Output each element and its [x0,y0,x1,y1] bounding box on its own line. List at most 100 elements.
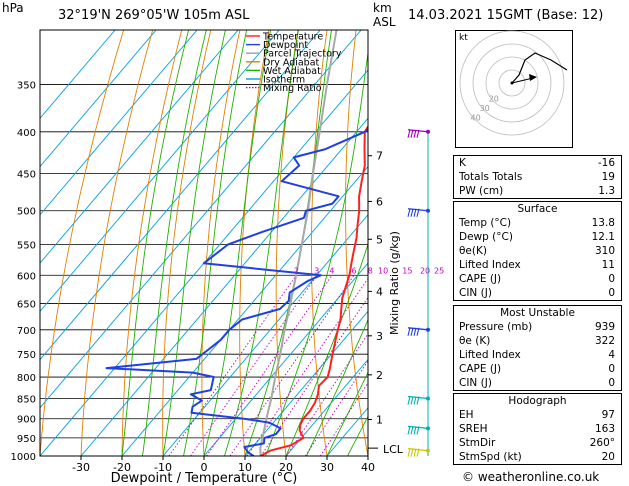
parcel-trajectory-line [259,30,338,456]
isotherm-line [162,214,368,456]
stat-label: Pressure (mb) [459,321,533,333]
dewpoint-line [105,128,368,456]
pressure-tick-label: 1000 [11,452,36,463]
stat-row: Dewp (°C) 12.1 [454,230,621,244]
x-tick-label: 0 [201,461,208,474]
wind-barb-icon [407,327,430,336]
legend-item-label: Isotherm [263,75,305,86]
stat-row: Totals Totals 19 [454,170,621,184]
isotherm-line [40,30,198,216]
legend-item-label: Mixing Ratio [263,83,322,94]
stat-value: 310 [594,245,615,257]
datetime-label: 14.03.2021 15GMT (Base: 12) [408,8,604,23]
dry-adiabat-line [162,30,212,456]
stat-value: 939 [594,321,615,333]
wind-barb-icon [407,395,430,405]
wet-adiabat-line [326,371,368,456]
isotherm-line [285,358,368,456]
dry-adiabat-line [40,30,125,456]
dry-adiabat-line [411,30,450,456]
isotherm-line [80,117,368,456]
hodograph-panel: Hodograph EH 97 SREH 163 StmDir 260° StmSpd (k… [453,393,622,465]
pressure-tick-label: 850 [17,394,36,405]
stat-label: Totals Totals [459,171,523,183]
x-tick-label: -20 [113,461,131,474]
stat-value: 4 [608,349,615,361]
stat-label: Lifted Index [459,259,521,271]
stat-row: CIN (J) 0 [454,286,621,300]
legend-item-label: Wet Adiabat [263,66,321,77]
hodograph-ring-label: 40 [471,113,481,122]
wind-barb-icon [407,448,430,457]
stat-label: CAPE (J) [459,363,502,375]
mixing-ratio-line [305,360,368,456]
stat-value: 322 [594,335,615,347]
dry-adiabat-line [121,30,183,456]
mixing-ratio-line [229,275,355,456]
stat-row: CAPE (J) 0 [454,362,621,376]
km-tick-label: 2 [376,369,383,382]
stat-value: 0 [608,377,615,389]
mixing-ratio-tick-label: 6 [351,266,356,275]
hodograph-storm-motion [511,77,534,84]
km-tick-label: 6 [376,195,383,208]
indices-panel: K -16 Totals Totals 19 PW (cm) 1.3 [453,155,622,199]
stat-label: CAPE (J) [459,273,502,285]
storm-arrow-icon [529,74,537,81]
pressure-tick-label: 400 [17,128,36,139]
stat-row: StmDir 260° [454,436,621,450]
pressure-tick-label: 500 [17,207,36,218]
x-axis-label: Dewpoint / Temperature (°C) [111,471,298,486]
stat-value: 0 [608,273,615,285]
stat-label: Lifted Index [459,349,521,361]
km-tick-label: 5 [376,233,383,246]
stat-label: PW (cm) [459,185,504,197]
mixing-ratio-line [319,382,368,456]
stat-value: 0 [608,287,615,299]
stat-label: Temp (°C) [459,217,512,229]
stat-row: Temp (°C) 13.8 [454,216,621,230]
mixing-ratio-axis-label: Mixing Ratio (g/kg) [388,231,401,335]
pressure-tick-label: 350 [17,81,36,92]
stat-value: 260° [589,437,615,449]
pressure-tick-label: 650 [17,300,36,311]
mixing-ratio-tick-label: 4 [329,266,334,275]
x-tick-label: 30 [320,461,334,474]
pressure-tick-label: 700 [17,326,36,337]
temperature-line [260,124,368,456]
hodograph-trace [511,52,568,84]
pressure-tick-label: 900 [17,415,36,426]
km-label: km [373,1,392,15]
stat-label: Dewp (°C) [459,231,513,243]
hodograph-ring-label: 30 [480,104,490,113]
stat-row: K -16 [454,156,621,170]
wet-adiabat-line [142,30,207,456]
wet-adiabat-line [265,49,368,456]
dry-adiabat-line [345,30,368,456]
stat-label: EH [459,409,474,421]
legend-item-label: Parcel Trajectory [263,49,342,60]
stat-label: θe (K) [459,335,491,347]
mixing-ratio-tick-label: 20 [420,266,430,275]
stat-row: Lifted Index 11 [454,258,621,272]
wind-barb-icon [407,425,430,435]
pressure-tick-label: 600 [17,271,36,282]
stat-value: 12.1 [591,231,615,243]
mixing-ratio-tick-label: 3 [314,266,319,275]
km-tick-label: 3 [376,330,383,343]
stat-label: CIN (J) [459,377,492,389]
stat-value: 1.3 [598,185,615,197]
isotherm-line [40,30,239,264]
km-tick-label: 4 [376,285,383,298]
mixing-ratio-line [246,277,368,456]
legend-item-label: Dewpoint [263,40,308,51]
footer-credit: © weatheronline.co.uk [462,470,600,484]
stat-row: CAPE (J) 0 [454,272,621,286]
x-tick-label: -10 [154,461,172,474]
stat-value: 163 [594,423,615,435]
stat-row: PW (cm) 1.3 [454,184,621,198]
pressure-tick-label: 550 [17,240,36,251]
x-tick-label: 20 [279,461,293,474]
dry-adiabat-line [239,30,270,456]
